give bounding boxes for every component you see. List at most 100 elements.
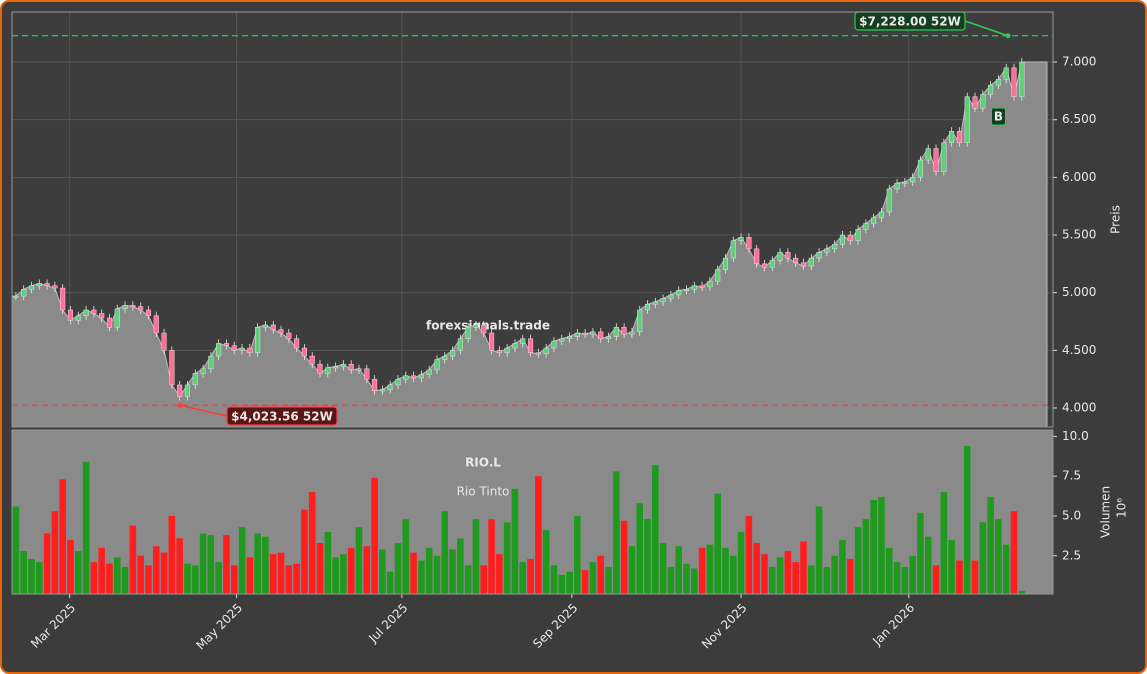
volume-bar (379, 549, 386, 594)
candle (660, 298, 666, 303)
volume-bar (613, 471, 620, 594)
candle (933, 148, 939, 172)
volume-bar (363, 546, 371, 594)
candle (769, 260, 775, 268)
candle (605, 336, 612, 339)
candle (808, 257, 814, 267)
candle (278, 329, 284, 334)
marker-label: B (994, 110, 1003, 124)
annotation-box (226, 406, 338, 426)
candle (99, 313, 105, 319)
volume-bar (550, 565, 558, 594)
candle (730, 240, 736, 259)
y-axis-multiplier: 10⁶ (1115, 498, 1129, 518)
volume-bar (698, 547, 706, 594)
arrow-head (1005, 33, 1011, 39)
candle (122, 305, 128, 310)
candle (255, 327, 261, 353)
volume-bar (722, 547, 729, 594)
volume-bar (691, 568, 698, 594)
candle (411, 375, 417, 379)
volume-bar (566, 571, 573, 594)
volume-bar (581, 570, 589, 594)
candle (964, 96, 970, 143)
volume-bar (246, 557, 254, 594)
volume-bar (636, 503, 643, 594)
volume-bar (659, 543, 667, 594)
candle (426, 369, 432, 375)
annotation-label: $4,023.56 52W (231, 410, 333, 424)
y-axis-label: Preis (1109, 205, 1123, 234)
candle (902, 181, 908, 184)
candle (200, 368, 206, 374)
volume-bar (901, 566, 909, 594)
y-tick-label: 5.000 (1062, 285, 1096, 299)
candle (28, 285, 35, 290)
candle (683, 289, 690, 291)
candle (270, 324, 276, 330)
volume-bar (59, 479, 66, 594)
candle (980, 94, 986, 109)
candle (676, 290, 682, 296)
volume-bar (683, 563, 690, 594)
candle (925, 148, 931, 161)
candle (1011, 67, 1017, 97)
candle (340, 363, 346, 367)
volume-bar (51, 511, 59, 594)
volume-bar (394, 543, 402, 594)
volume-bar (199, 533, 207, 594)
volume-bar (924, 536, 932, 594)
candle (793, 257, 799, 263)
candle (1019, 61, 1025, 97)
volume-bar (815, 506, 823, 594)
volume-bar (519, 562, 527, 594)
candle (847, 234, 853, 241)
plot-border (11, 429, 1054, 595)
candle (403, 375, 409, 380)
volume-bar (714, 493, 721, 594)
volume-bar (371, 477, 378, 594)
candle (668, 294, 674, 299)
candle (262, 324, 268, 328)
candle (216, 343, 222, 357)
plot-border (11, 11, 1054, 428)
volume-bar (496, 554, 503, 594)
candle (621, 327, 627, 335)
candle (543, 347, 549, 354)
volume-bar (979, 522, 987, 594)
candle (535, 352, 541, 355)
volume-bar (644, 519, 651, 594)
y-tick-label: 7.000 (1062, 55, 1096, 69)
volume-bar (67, 539, 74, 594)
candle (309, 355, 315, 365)
volume-bar (597, 555, 605, 594)
candle (372, 378, 378, 391)
candle (917, 159, 923, 178)
y-tick-label: 5.500 (1062, 228, 1096, 242)
arrow-head (177, 402, 183, 408)
candle (114, 308, 120, 328)
volume-bar (20, 551, 27, 594)
candle (333, 366, 339, 369)
candle (67, 309, 74, 321)
volume-bar (940, 492, 948, 594)
candle (379, 389, 385, 392)
candle (36, 283, 42, 286)
candle (457, 338, 463, 351)
candle (574, 332, 580, 337)
volume-bar (488, 519, 495, 594)
volume-bar (285, 565, 293, 594)
volume-bar (675, 546, 682, 594)
volume-bar (862, 519, 870, 594)
candle (949, 131, 955, 143)
volume-bar (932, 565, 940, 594)
candle (754, 248, 760, 265)
volume-bar (160, 552, 168, 594)
volume-bar (870, 500, 877, 594)
symbol-watermark: RIO.L (465, 456, 501, 470)
candle (286, 332, 292, 339)
volume-bar (332, 557, 339, 594)
volume-bar (706, 544, 714, 594)
volume-bar (441, 511, 449, 594)
watermark: forexsignals.trade (426, 319, 550, 333)
